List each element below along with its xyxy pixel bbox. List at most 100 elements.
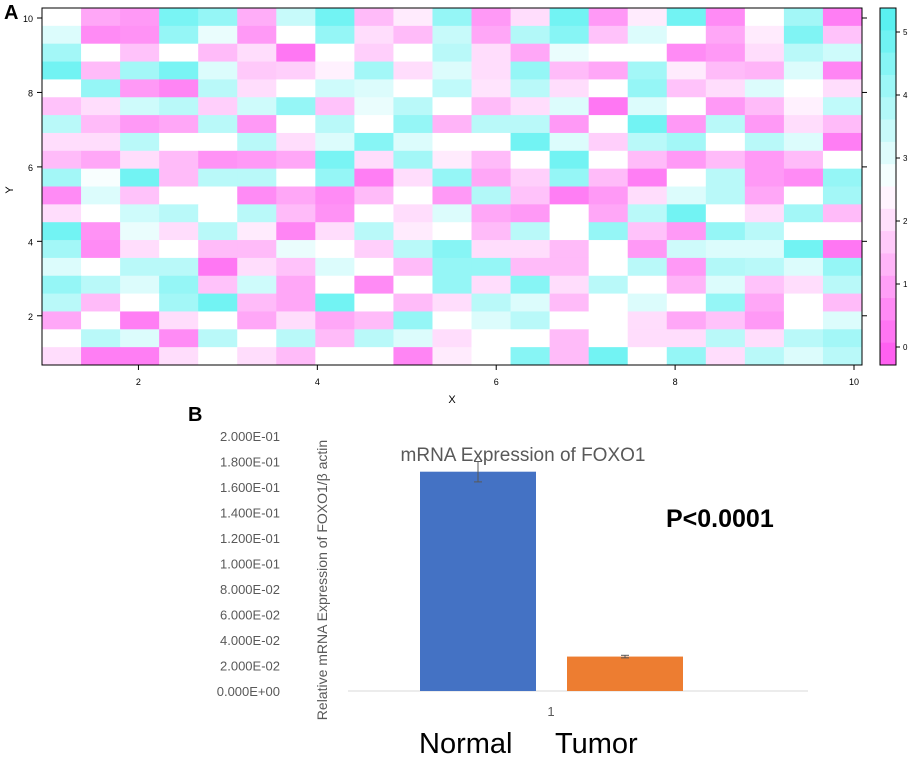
heatmap-cell [471, 204, 512, 223]
heatmap-cell [705, 257, 746, 277]
heatmap-cell [471, 168, 512, 187]
heatmap-cell [42, 132, 82, 152]
heatmap-cell [627, 204, 668, 223]
heatmap-cell [42, 61, 82, 80]
heatmap-cell [276, 132, 316, 152]
heatmap-cell [744, 8, 785, 27]
heatmap-cell [81, 204, 121, 223]
heatmap-cell [276, 204, 316, 223]
heatmap-cell [159, 293, 199, 312]
panel-label-b: B [188, 404, 203, 426]
heatmap-y-tick-label: 6 [28, 163, 33, 173]
heatmap-cell [276, 61, 316, 80]
heatmap-cell [549, 61, 590, 80]
heatmap-cell [744, 275, 785, 295]
heatmap-cell [393, 240, 433, 259]
heatmap-cell [432, 25, 473, 45]
heatmap-cell [42, 222, 82, 241]
heatmap-cell [81, 240, 121, 259]
heatmap-cell [510, 132, 551, 152]
heatmap-cell [783, 240, 824, 259]
heatmap-cell [744, 115, 785, 134]
heatmap-cell [822, 132, 863, 152]
heatmap-cell [783, 222, 824, 241]
heatmap-cell [588, 8, 629, 27]
heatmap-cell [120, 150, 160, 170]
heatmap-cell [549, 257, 590, 277]
heatmap-cell [783, 43, 824, 63]
heatmap-cell [276, 115, 316, 134]
heatmap-cell [198, 329, 238, 348]
heatmap-cell [822, 186, 863, 205]
bar-y-tick-label: 1.400E-01 [220, 506, 280, 521]
heatmap-cell [666, 168, 707, 187]
heatmap-cell [744, 61, 785, 80]
heatmap-cell [471, 347, 512, 366]
heatmap-cell [354, 311, 394, 330]
heatmap-cell [159, 79, 199, 98]
heatmap-cell [198, 257, 238, 277]
heatmap-cell [744, 150, 785, 170]
heatmap-cell [42, 275, 82, 295]
heatmap-cell [588, 329, 629, 348]
heatmap-cell [159, 311, 199, 330]
heatmap-cell [42, 204, 82, 223]
heatmap-cell [510, 329, 551, 348]
heatmap-cell [354, 204, 394, 223]
heatmap-cell [783, 132, 824, 152]
heatmap-cell [588, 150, 629, 170]
heatmap-cell [42, 240, 82, 259]
heatmap-cell [705, 115, 746, 134]
heatmap-cell [549, 347, 590, 366]
heatmap-cell [744, 97, 785, 116]
heatmap-cell [81, 222, 121, 241]
heatmap-cell [120, 240, 160, 259]
heatmap-cell [705, 8, 746, 27]
heatmap-cell [315, 222, 355, 241]
heatmap-cell [783, 97, 824, 116]
significance-annotation: P<0.0001 [666, 505, 774, 533]
heatmap-cell [393, 43, 433, 63]
heatmap-cell [120, 275, 160, 295]
bar-y-tick-label: 1.800E-01 [220, 455, 280, 470]
heatmap-cell [432, 186, 473, 205]
heatmap-cell [237, 79, 277, 98]
group-label-tumor: Tumor [555, 728, 638, 760]
heatmap-cell [81, 61, 121, 80]
heatmap-cell [198, 186, 238, 205]
heatmap-cell [510, 222, 551, 241]
heatmap-cell [120, 311, 160, 330]
heatmap-cell [705, 347, 746, 366]
heatmap-cell [783, 329, 824, 348]
heatmap-cell [705, 293, 746, 312]
heatmap-cell [42, 186, 82, 205]
colorbar-swatch [880, 141, 896, 165]
heatmap-cell [705, 329, 746, 348]
heatmap-cell [666, 204, 707, 223]
heatmap-cell [81, 168, 121, 187]
heatmap-cell [42, 311, 82, 330]
heatmap-cell [432, 204, 473, 223]
heatmap-cell [354, 293, 394, 312]
heatmap-cell [588, 257, 629, 277]
heatmap-cell [549, 293, 590, 312]
heatmap-cell [783, 8, 824, 27]
colorbar-swatch [880, 231, 896, 254]
heatmap-cell [198, 168, 238, 187]
heatmap-cell [237, 115, 277, 134]
heatmap-cell [822, 115, 863, 134]
bar-y-axis-label: Relative mRNA Expression of FOXO1/β acti… [314, 440, 330, 720]
heatmap-cell [393, 329, 433, 348]
heatmap-cell [666, 329, 707, 348]
heatmap-cell [588, 79, 629, 98]
heatmap-cell [783, 204, 824, 223]
heatmap-cell [354, 97, 394, 116]
heatmap-cell [159, 150, 199, 170]
heatmap-cell [42, 115, 82, 134]
heatmap-cell [822, 329, 863, 348]
heatmap-cell [588, 43, 629, 63]
heatmap-cell [432, 168, 473, 187]
heatmap-cell [315, 115, 355, 134]
heatmap-cell [549, 311, 590, 330]
bar-normal [420, 471, 536, 691]
